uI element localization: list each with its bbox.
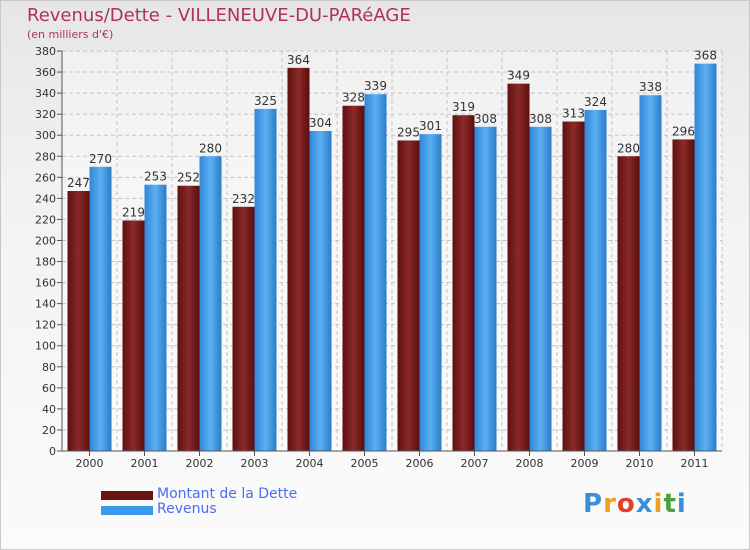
data-label: 308 [529,112,552,126]
y-tick-label: 240 [35,192,56,205]
bar-debt [67,191,90,451]
bar-revenus [474,126,497,451]
data-label: 219 [122,205,145,219]
data-label: 339 [364,79,387,93]
logo-letter: r [603,489,617,519]
data-label: 247 [67,176,90,190]
data-label: 270 [89,152,112,166]
bar-revenus [694,63,717,451]
logo-letter: P [583,489,604,519]
chart-title: Revenus/Dette - VILLENEUVE-DU-PARéAGE [27,5,411,26]
y-tick-label: 360 [35,66,56,79]
data-label: 313 [562,107,585,121]
bar-debt [562,121,585,452]
x-tick-label: 2010 [626,457,654,470]
bar-debt [342,105,365,451]
bar-revenus [419,134,442,451]
bar-debt [672,139,695,451]
logo-letter: x [635,489,654,519]
data-label: 319 [452,100,475,114]
bar-revenus [199,156,222,451]
proxiti-logo: Proxiti [583,489,687,519]
data-label: 328 [342,91,365,105]
y-tick-label: 260 [35,171,56,184]
data-label: 338 [639,80,662,94]
legend-swatch-revenus [101,506,153,515]
y-tick-label: 280 [35,150,56,163]
x-tick-label: 2000 [76,457,104,470]
y-tick-label: 120 [35,319,56,332]
y-tick-label: 320 [35,108,56,121]
data-label: 304 [309,116,332,130]
data-label: 325 [254,94,277,108]
data-label: 364 [287,53,310,67]
x-tick-label: 2003 [241,457,269,470]
bar-revenus [529,126,552,451]
bar-revenus [309,131,332,451]
y-tick-label: 200 [35,234,56,247]
x-tick-label: 2011 [681,457,709,470]
data-label: 280 [617,141,640,155]
logo-letter: i [676,489,687,519]
y-tick-label: 380 [35,45,56,58]
bar-debt [617,156,640,451]
logo-letter: i [653,489,664,519]
data-label: 301 [419,119,442,133]
x-tick-label: 2007 [461,457,489,470]
y-tick-label: 140 [35,298,56,311]
y-tick-label: 100 [35,340,56,353]
y-tick-label: 340 [35,87,56,100]
data-label: 296 [672,124,695,138]
x-tick-label: 2001 [131,457,159,470]
bar-debt [122,220,145,451]
logo-letter: o [616,489,636,519]
bar-revenus [144,184,167,451]
x-tick-label: 2005 [351,457,379,470]
chart-subtitle: (en milliers d'€) [27,28,114,41]
y-tick-label: 80 [42,361,56,374]
x-tick-label: 2009 [571,457,599,470]
bar-debt [452,115,475,452]
y-tick-label: 300 [35,129,56,142]
data-label: 252 [177,171,200,185]
logo-letter: t [663,489,677,519]
y-tick-label: 60 [42,382,56,395]
legend-label-debt: Montant de la Dette [157,486,298,502]
data-label: 295 [397,125,420,139]
bar-debt [397,140,420,451]
x-tick-label: 2006 [406,457,434,470]
bar-debt [177,185,200,451]
y-tick-label: 220 [35,213,56,226]
bar-revenus [639,95,662,452]
bar-debt [287,67,310,451]
data-label: 349 [507,69,530,83]
legend-label-revenus: Revenus [157,501,217,517]
y-tick-label: 180 [35,256,56,269]
bar-revenus [254,108,277,451]
data-label: 253 [144,170,167,184]
y-tick-label: 40 [42,403,56,416]
data-label: 324 [584,95,607,109]
data-label: 368 [694,49,717,63]
bar-revenus [89,166,112,451]
x-tick-label: 2008 [516,457,544,470]
bar-debt [507,83,530,451]
legend-swatch-debt [101,491,153,500]
y-tick-label: 160 [35,277,56,290]
data-label: 280 [199,141,222,155]
y-tick-label: 0 [49,445,56,458]
x-tick-label: 2004 [296,457,324,470]
data-label: 308 [474,112,497,126]
bar-debt [232,206,255,451]
data-label: 232 [232,192,255,206]
y-tick-label: 20 [42,424,56,437]
bar-revenus [584,109,607,452]
bar-revenus [364,94,387,451]
x-tick-label: 2002 [186,457,214,470]
